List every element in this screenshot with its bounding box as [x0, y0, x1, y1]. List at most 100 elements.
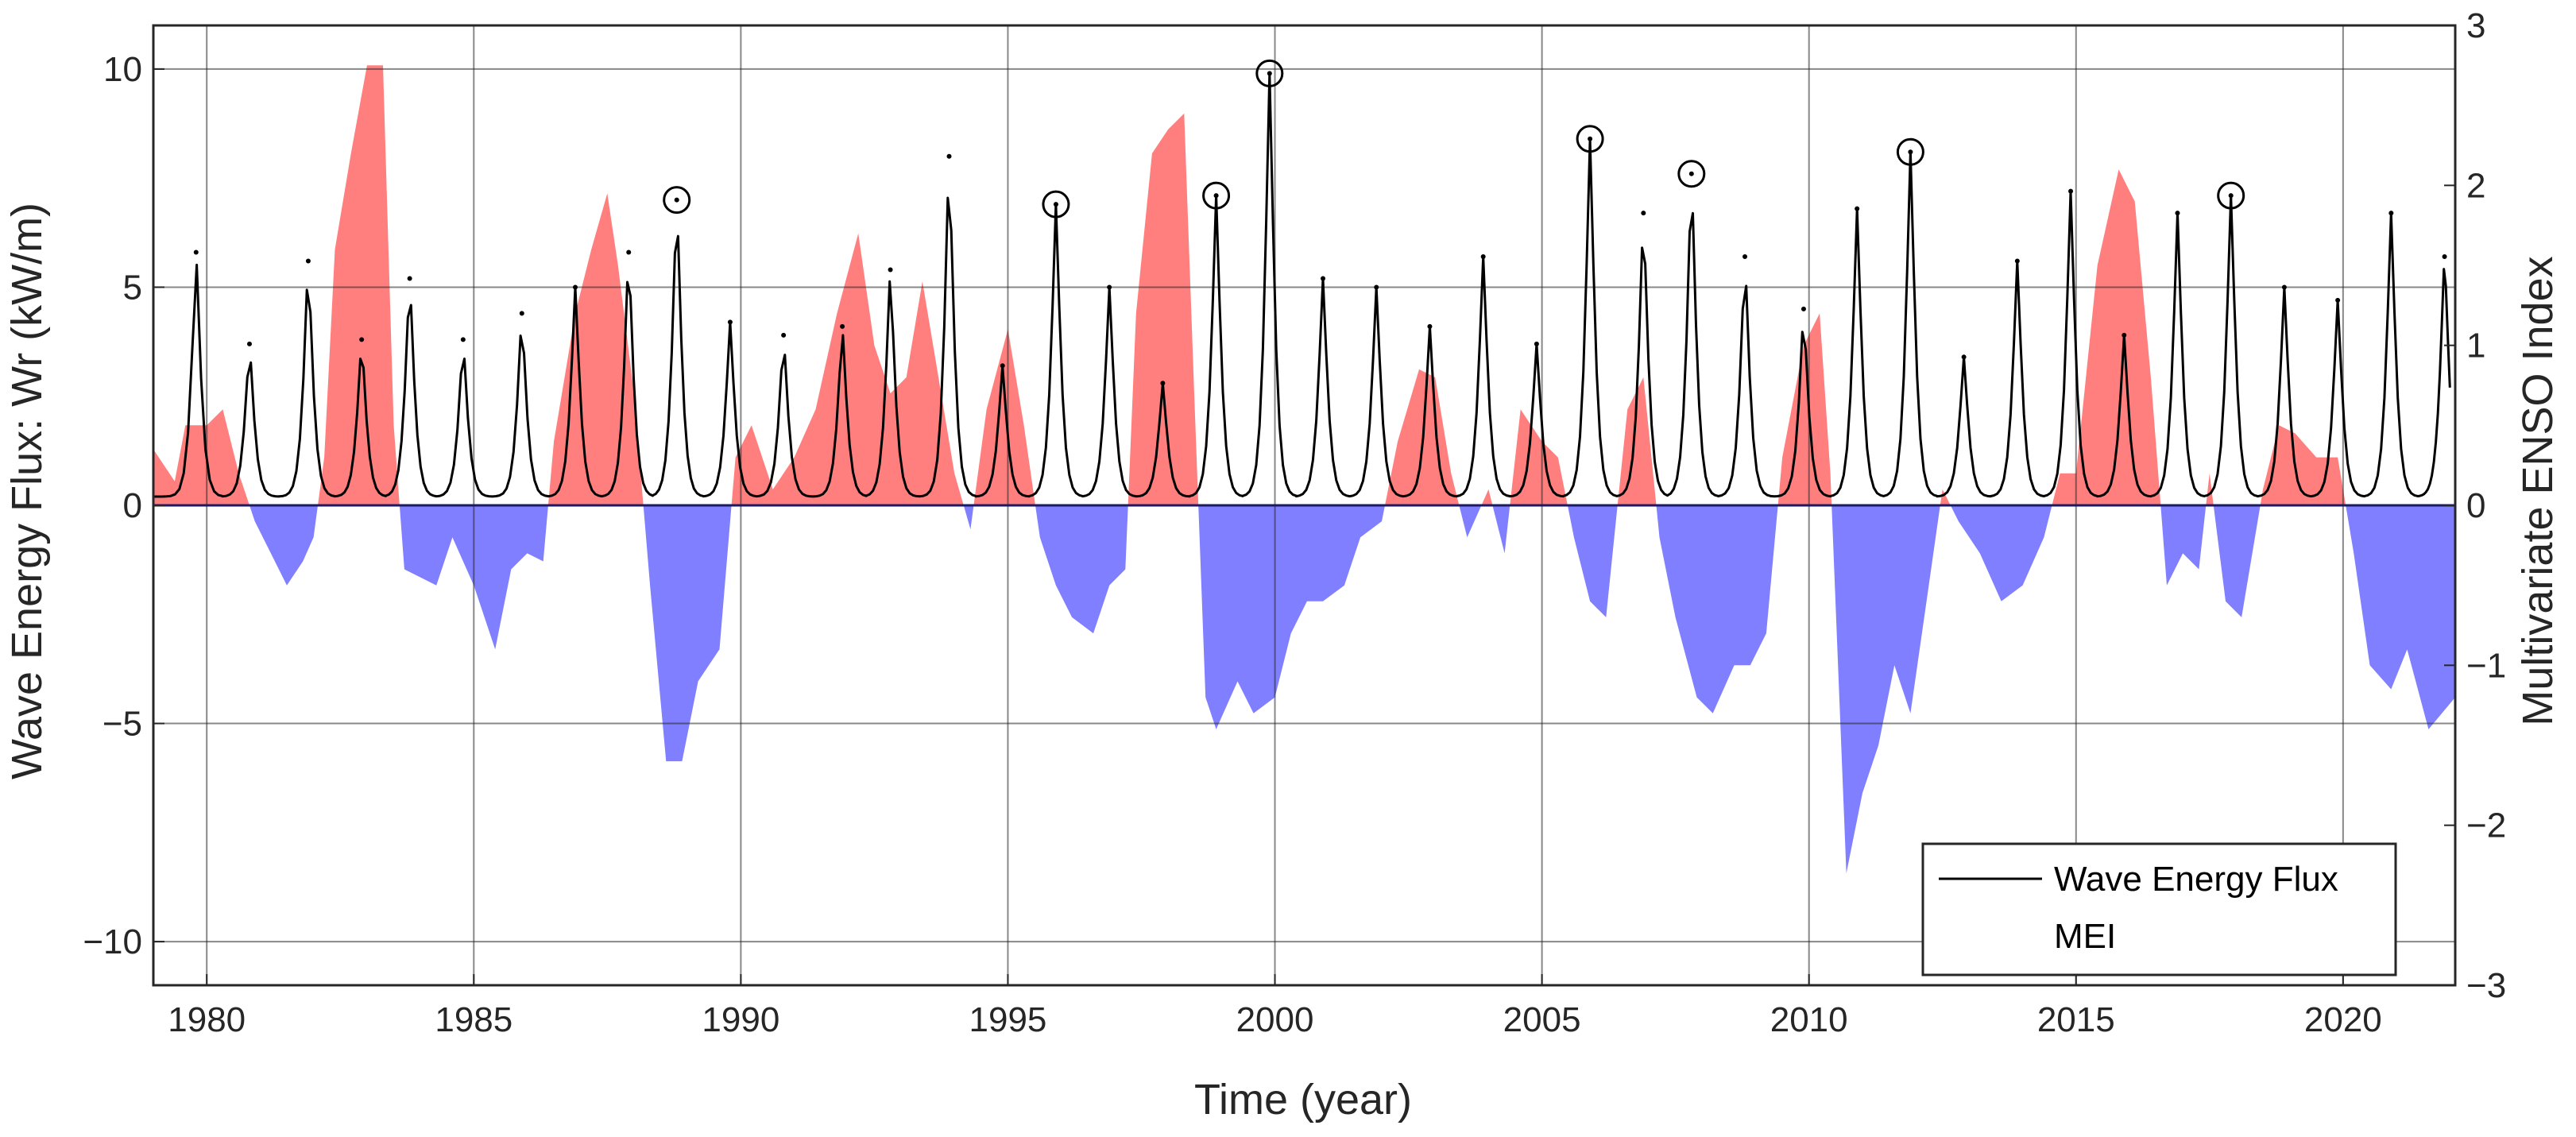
wave-peak-point-38 [2228, 193, 2234, 199]
mei-negative-area-25 [2160, 505, 2207, 586]
wave-peak-point-5 [460, 337, 466, 342]
x-tick-label-2020: 2020 [2304, 1000, 2382, 1039]
x-tick-label-1995: 1995 [969, 1000, 1047, 1039]
y-left-axis-ticks: −10 −5 0 5 10 [83, 50, 164, 961]
mei-negative-area-17 [1567, 505, 1618, 617]
y-left-tick-label-1: −5 [102, 705, 142, 744]
wave-peak-point-2 [305, 258, 311, 264]
mei-positive-area-28 [2260, 425, 2346, 505]
y-right-tick-label-1: −2 [2466, 806, 2506, 845]
wave-peak-point-14 [946, 153, 952, 159]
mei-negative-area-13 [1459, 505, 1482, 538]
wave-peak-point-15 [1000, 363, 1005, 369]
legend-swatch-mei [1939, 920, 2042, 958]
wave-peak-point-4 [407, 276, 412, 281]
wave-peak-point-41 [2388, 211, 2394, 216]
wave-peak-point-22 [1374, 284, 1379, 290]
y-right-tick-label-0: −3 [2466, 966, 2506, 1005]
wave-peak-point-30 [1800, 306, 1806, 311]
wave-peak-point-24 [1480, 254, 1486, 260]
mei-positive-area-8 [973, 329, 1035, 505]
y-right-tick-label-2: −1 [2466, 646, 2506, 685]
wave-peak-point-35 [2068, 188, 2074, 194]
wave-peak-point-39 [2281, 284, 2287, 290]
circled-peak-marker-1 [1042, 190, 1070, 219]
y-right-tick-label-3: 0 [2466, 486, 2485, 525]
legend-label-mei: MEI [2054, 917, 2116, 956]
wave-peak-point-33 [1961, 354, 1967, 360]
wave-peak-point-26 [1588, 136, 1593, 141]
mei-negative-area-23 [1950, 505, 2052, 601]
mei-negative-area-5 [643, 505, 732, 762]
circled-peak-marker-7 [2217, 181, 2245, 210]
wave-peak-point-9 [674, 197, 679, 203]
wave-peak-point-20 [1267, 71, 1272, 76]
mei-negative-area-19 [1656, 505, 1778, 714]
wave-peak-point-42 [2442, 254, 2447, 260]
circled-peak-marker-5 [1677, 160, 1706, 188]
circled-peak-marker-0 [663, 186, 691, 215]
wave-peak-point-16 [1053, 202, 1058, 207]
wave-energy-flux-series [153, 59, 2451, 498]
x-tick-label-1990: 1990 [702, 1000, 779, 1039]
wave-peak-point-12 [840, 323, 845, 329]
mei-positive-area-20 [1777, 313, 1832, 505]
x-tick-label-1980: 1980 [168, 1000, 246, 1039]
x-tick-label-2005: 2005 [1503, 1000, 1581, 1039]
mei-positive-area-22 [1940, 489, 1951, 505]
y-right-tick-label-5: 2 [2466, 166, 2485, 205]
legend-label-wave-energy-flux: Wave Energy Flux [2054, 860, 2338, 899]
wave-peak-point-25 [1534, 341, 1539, 346]
circled-peak-marker-6 [1896, 137, 1924, 166]
mei-negative-area-27 [2213, 505, 2261, 617]
wave-peak-point-27 [1641, 211, 1646, 216]
circled-peak-marker-4 [1576, 125, 1604, 153]
y-left-tick-label-2: 0 [123, 486, 142, 525]
mei-positive-area-0 [153, 409, 249, 505]
wave-peak-point-40 [2335, 297, 2341, 303]
y-right-tick-label-4: 1 [2466, 327, 2485, 365]
wave-peak-point-11 [781, 332, 787, 338]
wave-peak-point-37 [2175, 211, 2180, 216]
wave-peak-point-18 [1160, 381, 1166, 386]
mei-negative-area-29 [2346, 505, 2455, 729]
mei-positive-area-14 [1481, 489, 1493, 505]
wave-peak-point-34 [2014, 258, 2020, 264]
x-tick-label-2010: 2010 [1770, 1000, 1848, 1039]
x-tick-label-1985: 1985 [435, 1000, 512, 1039]
wave-peak-point-28 [1688, 171, 1694, 176]
mei-negative-area-11 [1198, 505, 1385, 729]
mei-positive-area-4 [547, 193, 644, 505]
mei-positive-area-26 [2206, 473, 2214, 505]
mei-negative-area-9 [1035, 505, 1128, 634]
wave-peak-point-6 [519, 311, 524, 316]
wave-peak-point-7 [573, 284, 578, 290]
x-axis-title: Time (year) [1194, 1076, 1412, 1123]
y-right-axis-title: Multivariate ENSO Index [2514, 256, 2562, 725]
mei-positive-area-2 [318, 65, 400, 506]
wave-peak-point-32 [1908, 149, 1913, 155]
legend: Wave Energy Flux MEI [1921, 842, 2397, 977]
y-left-tick-label-4: 10 [103, 50, 142, 89]
wave-peak-point-21 [1321, 276, 1326, 281]
legend-box [1921, 842, 2397, 977]
wave-peak-point-3 [359, 337, 365, 342]
wave-peak-point-17 [1107, 284, 1112, 290]
y-left-axis-title: Wave Energy Flux: Wr (kW/m) [3, 203, 51, 779]
y-right-tick-label-6: 3 [2466, 6, 2485, 45]
mei-positive-area-10 [1127, 113, 1199, 505]
mei-positive-area-24 [2052, 169, 2161, 505]
x-axis-ticks: 1980 1985 1990 1995 2000 2005 2010 2015 2020 [168, 974, 2382, 1039]
mei-positive-area-6 [731, 233, 964, 505]
wave-peak-point-23 [1427, 323, 1433, 329]
mei-negative-area-15 [1492, 505, 1510, 554]
wave-peak-point-36 [2122, 332, 2127, 338]
wave-peak-point-31 [1855, 206, 1860, 211]
mei-negative-area-1 [249, 505, 318, 586]
mei-positive-area-18 [1617, 377, 1657, 505]
x-tick-label-2015: 2015 [2037, 1000, 2115, 1039]
wave-peak-point-13 [888, 267, 893, 273]
mei-series [153, 65, 2455, 874]
y-left-tick-label-0: −10 [83, 922, 142, 961]
